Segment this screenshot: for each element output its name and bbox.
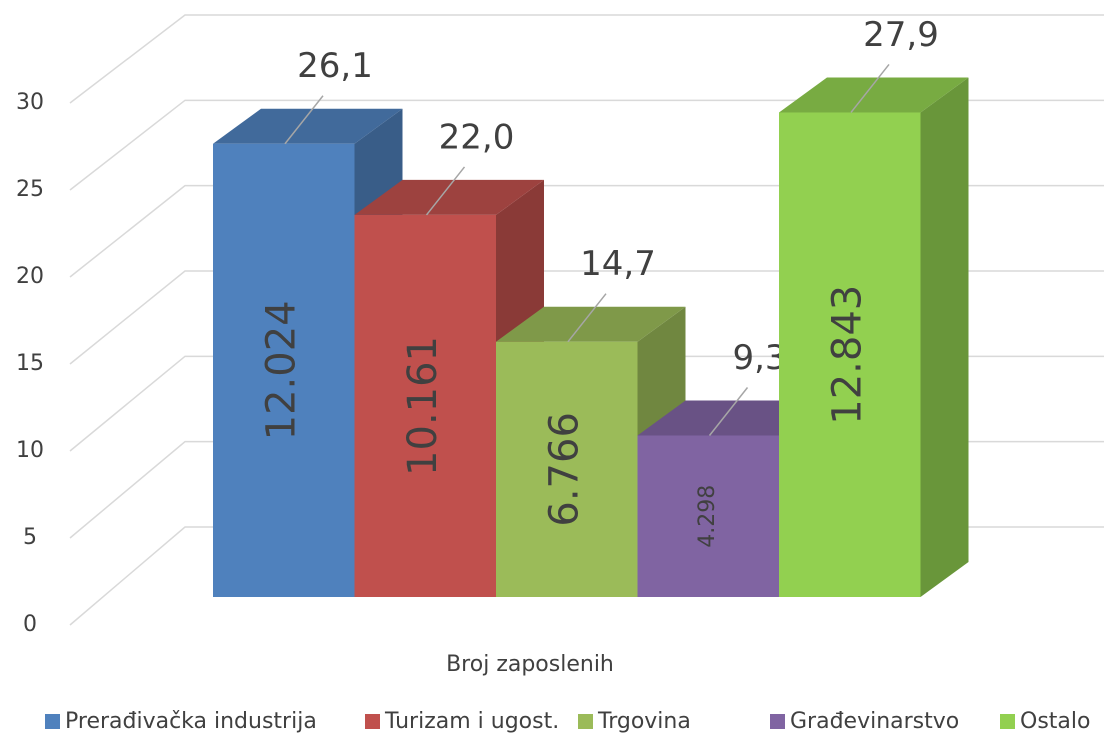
leader-line [708, 387, 749, 436]
legend-swatch [1000, 714, 1015, 729]
legend-swatch [578, 714, 593, 729]
legend-swatch [365, 714, 380, 729]
data-label: 27,9 [863, 15, 939, 55]
y-tick-label: 0 [23, 612, 37, 637]
bar [354, 214, 496, 597]
data-label: 26,1 [297, 46, 373, 86]
y-tick-label: 15 [16, 351, 44, 376]
bar [496, 341, 638, 597]
x-tick-label: Broj zaposlenih [446, 652, 614, 677]
legend-label: Prerađivačka industrija [65, 709, 317, 734]
legend-label: Građevinarstvo [790, 709, 959, 734]
data-label: 14,7 [580, 244, 656, 284]
count-label: 12.843 [825, 285, 871, 425]
legend-label: Trgovina [597, 709, 691, 734]
leader-line [284, 95, 324, 145]
bar-top [496, 306, 686, 342]
count-label: 10.161 [400, 336, 446, 476]
legend-swatch [770, 714, 785, 729]
legend-label: Turizam i ugost. [384, 709, 559, 734]
y-tick-label: 25 [16, 177, 44, 202]
count-label: 4.298 [695, 485, 720, 548]
bar-top [354, 179, 544, 215]
count-label: 12.024 [259, 300, 305, 440]
bar-top [779, 77, 969, 113]
count-label: 6.766 [542, 412, 588, 527]
legend-label: Ostalo [1020, 709, 1090, 734]
y-tick-label: 5 [23, 525, 37, 550]
y-tick-label: 20 [16, 264, 44, 289]
data-label: 9,3 [732, 338, 786, 378]
bar [213, 143, 355, 598]
leader-line [567, 293, 607, 343]
grid-line [69, 14, 1104, 104]
y-tick-label: 10 [16, 438, 44, 463]
legend-swatch [45, 714, 60, 729]
leader-line [425, 166, 466, 216]
bar [779, 112, 921, 597]
y-tick-label: 30 [16, 90, 44, 115]
bar [637, 435, 779, 597]
leader-line [850, 64, 890, 113]
bar-top [213, 108, 403, 144]
bar-side [920, 77, 969, 598]
data-label: 22,0 [439, 117, 515, 157]
bar-3d [779, 77, 969, 598]
